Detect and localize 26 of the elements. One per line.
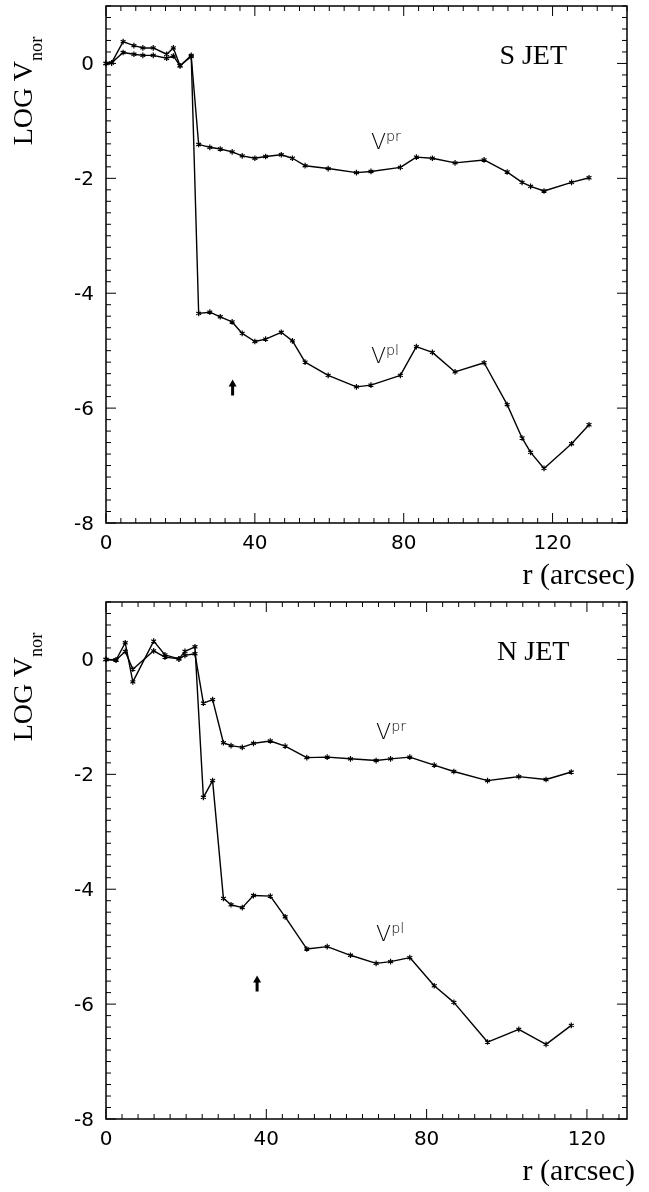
y-tick-label: -4 [74,281,94,306]
y-tick-label: -6 [74,992,94,1017]
series-label: V$^{pl}$ [376,920,405,947]
series-label: V$^{pr}$ [370,128,402,155]
y-tick-label: 0 [81,51,94,76]
y-tick-label: -8 [74,511,94,535]
text: N JET [497,635,570,666]
y-tick-label: -2 [74,166,94,191]
x-axis-title: r (arcsec) [522,1153,635,1187]
series-label: V$^{pr}$ [376,717,407,744]
x-axis-title: r (arcsec) [522,557,635,591]
x-tick-label: 0 [99,1126,113,1150]
x-tick-label: 80 [413,1126,440,1150]
x-tick-label: 40 [253,1126,280,1150]
x-tick-label: 80 [390,530,417,554]
y-tick-label: 0 [81,647,94,672]
x-tick-label: 40 [242,530,268,554]
y-tick-label: -6 [74,396,94,421]
y-tick-label: -2 [74,762,94,787]
x-tick-label: 120 [567,1126,607,1150]
y-tick-label: -4 [74,877,94,902]
text: S JET [499,39,568,70]
series-label: V$^{pl}$ [370,342,400,369]
x-tick-label: 0 [99,530,113,554]
y-tick-label: -8 [74,1107,94,1131]
x-tick-label: 120 [533,530,572,554]
